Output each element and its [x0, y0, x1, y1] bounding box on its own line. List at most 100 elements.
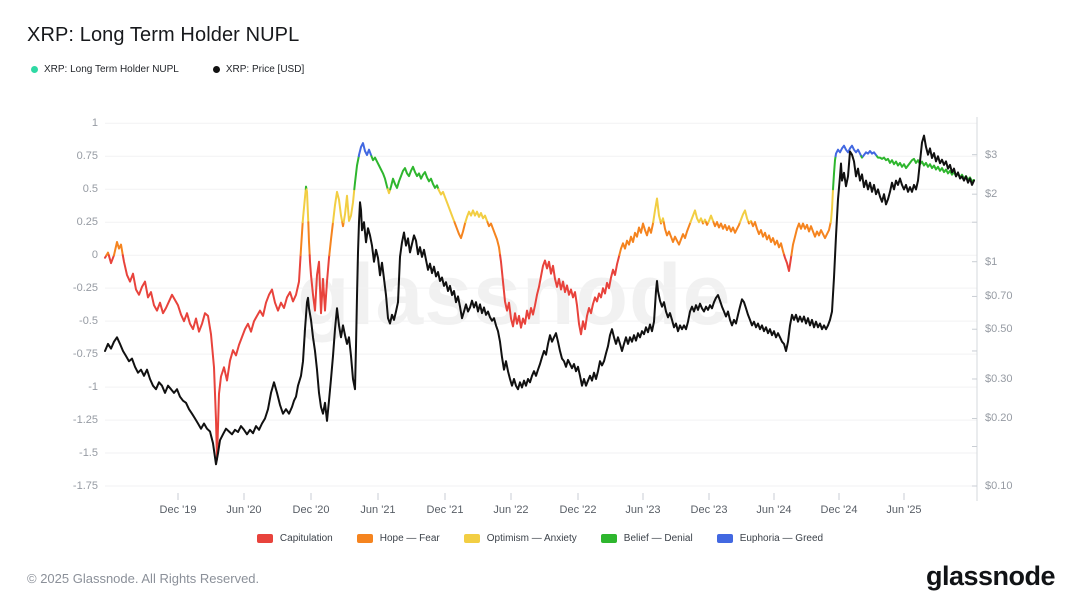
nupl-line-segment — [107, 254, 115, 265]
nupl-line-segment — [662, 221, 692, 246]
nupl-line-segment — [829, 188, 834, 224]
band-swatch-icon — [600, 534, 617, 543]
band-legend-label: Optimism — Anxiety — [486, 533, 577, 544]
legend-marker-icon — [31, 66, 38, 73]
band-legend-item-hope[interactable]: Hope — Fear — [356, 533, 440, 544]
nupl-line-segment — [341, 221, 345, 228]
x-axis-tick-label: Dec '21 — [426, 504, 464, 516]
right-axis-tick-label: $0.30 — [985, 372, 1013, 385]
nupl-line-segment — [712, 221, 718, 228]
right-axis-tick-label: $3 — [985, 148, 998, 161]
x-axis-tick-label: Jun '21 — [360, 504, 396, 516]
left-axis-tick-label: 1 — [91, 117, 98, 130]
nupl-line-segment — [739, 209, 750, 224]
nupl-line-segment — [754, 221, 786, 257]
nupl-line-segment — [299, 221, 304, 257]
nupl-line-segment — [862, 150, 878, 158]
nupl-line-segment — [121, 254, 302, 461]
nupl-line-segment — [308, 254, 331, 315]
nupl-line-segment — [357, 142, 373, 158]
band-swatch-icon — [356, 534, 373, 543]
chart-plot-area[interactable] — [105, 117, 977, 501]
x-axis-tick-label: Jun '25 — [886, 504, 922, 516]
left-axis-tick-label: -1.25 — [72, 414, 98, 427]
nupl-line-segment — [328, 221, 334, 257]
left-axis-tick-label: -1 — [88, 381, 98, 394]
nupl-line-segment — [305, 188, 310, 224]
left-axis-tick-label: 0.25 — [76, 216, 98, 229]
nupl-line-segment — [332, 190, 344, 224]
nupl-line-segment — [618, 221, 655, 257]
nupl-line-segment — [453, 221, 467, 240]
nupl-line-segment — [353, 155, 360, 191]
x-axis-tick-label: Dec '19 — [159, 504, 197, 516]
copyright-text: © 2025 Glassnode. All Rights Reserved. — [27, 571, 260, 586]
right-axis-tick-label: $2 — [985, 188, 998, 201]
nupl-line-segment — [499, 254, 621, 336]
left-axis-tick-label: -1.5 — [79, 447, 98, 460]
right-axis-tick-label: $1 — [985, 255, 998, 268]
x-axis-tick-label: Jun '24 — [756, 504, 792, 516]
x-axis-tick-label: Dec '20 — [292, 504, 330, 516]
band-swatch-icon — [716, 534, 733, 543]
right-axis-tick-label: $0.70 — [985, 290, 1013, 303]
nupl-line-segment — [832, 155, 837, 191]
nupl-line-segment — [464, 209, 489, 224]
nupl-line-segment — [307, 221, 311, 257]
nupl-line-segment — [342, 188, 356, 224]
legend-item-label: XRP: Price [USD] — [225, 64, 305, 75]
band-legend-item-belief[interactable]: Belief — Denial — [600, 533, 693, 544]
band-swatch-icon — [463, 534, 480, 543]
band-legend-item-capitulation[interactable]: Capitulation — [256, 533, 333, 544]
price-line — [104, 134, 975, 466]
legend-marker-icon — [212, 66, 220, 73]
band-legend: Capitulation Hope — Fear Optimism — Anxiet… — [0, 533, 1080, 544]
right-axis-tick-label: $0.50 — [985, 323, 1013, 336]
x-axis-tick-label: Jun '23 — [625, 504, 661, 516]
nupl-line-segment — [486, 221, 502, 257]
right-axis-tick-label: $0.10 — [985, 480, 1013, 492]
x-axis-tick-label: Jun '22 — [493, 504, 529, 516]
legend-item-label: XRP: Long Term Holder NUPL — [44, 64, 179, 75]
legend-item-price[interactable]: XRP: Price [USD] — [212, 64, 305, 75]
left-axis-tick-label: -0.75 — [72, 348, 98, 361]
band-legend-label: Belief — Denial — [623, 533, 693, 544]
x-axis-tick-label: Dec '23 — [690, 504, 728, 516]
x-axis-tick-label: Dec '22 — [559, 504, 597, 516]
x-axis-tick-label: Dec '24 — [820, 504, 858, 516]
left-axis-tick-label: 0.75 — [76, 150, 98, 163]
nupl-line-segment — [716, 221, 741, 234]
page-title: XRP: Long Term Holder NUPL — [27, 24, 300, 46]
left-axis-tick-label: -1.75 — [72, 480, 98, 493]
nupl-line-segment — [689, 209, 704, 224]
band-legend-item-euphoria[interactable]: Euphoria — Greed — [716, 533, 824, 544]
right-axis-tick-label: $0.20 — [985, 412, 1013, 425]
nupl-line-segment — [301, 188, 307, 224]
nupl-line-segment — [834, 144, 863, 158]
glassnode-logo: glassnode — [925, 561, 1056, 591]
band-swatch-icon — [256, 534, 273, 543]
legend-item-nupl[interactable]: XRP: Long Term Holder NUPL — [31, 64, 179, 75]
series-legend: XRP: Long Term Holder NUPL XRP: Price [US… — [31, 64, 304, 75]
nupl-line-segment — [113, 241, 124, 257]
left-axis-tick-label: 0.5 — [82, 183, 98, 196]
nupl-line-segment — [389, 165, 440, 191]
band-legend-label: Capitulation — [279, 533, 333, 544]
nupl-line-segment — [660, 217, 665, 224]
nupl-line-segment — [370, 155, 389, 191]
nupl-line-segment — [386, 188, 392, 195]
left-axis-tick-label: 0 — [91, 249, 98, 262]
nupl-line-segment — [783, 254, 793, 272]
left-axis-tick-label: -0.25 — [72, 282, 98, 295]
nupl-line-segment — [790, 221, 832, 257]
band-legend-label: Hope — Fear — [379, 533, 440, 544]
nupl-line-segment — [652, 197, 662, 224]
band-legend-label: Euphoria — Greed — [739, 533, 824, 544]
nupl-line-segment — [750, 221, 756, 228]
x-axis-tick-label: Jun '20 — [226, 504, 262, 516]
band-legend-item-optimism[interactable]: Optimism — Anxiety — [463, 533, 577, 544]
left-axis-tick-label: -0.5 — [79, 315, 98, 328]
nupl-line-segment — [437, 188, 456, 224]
